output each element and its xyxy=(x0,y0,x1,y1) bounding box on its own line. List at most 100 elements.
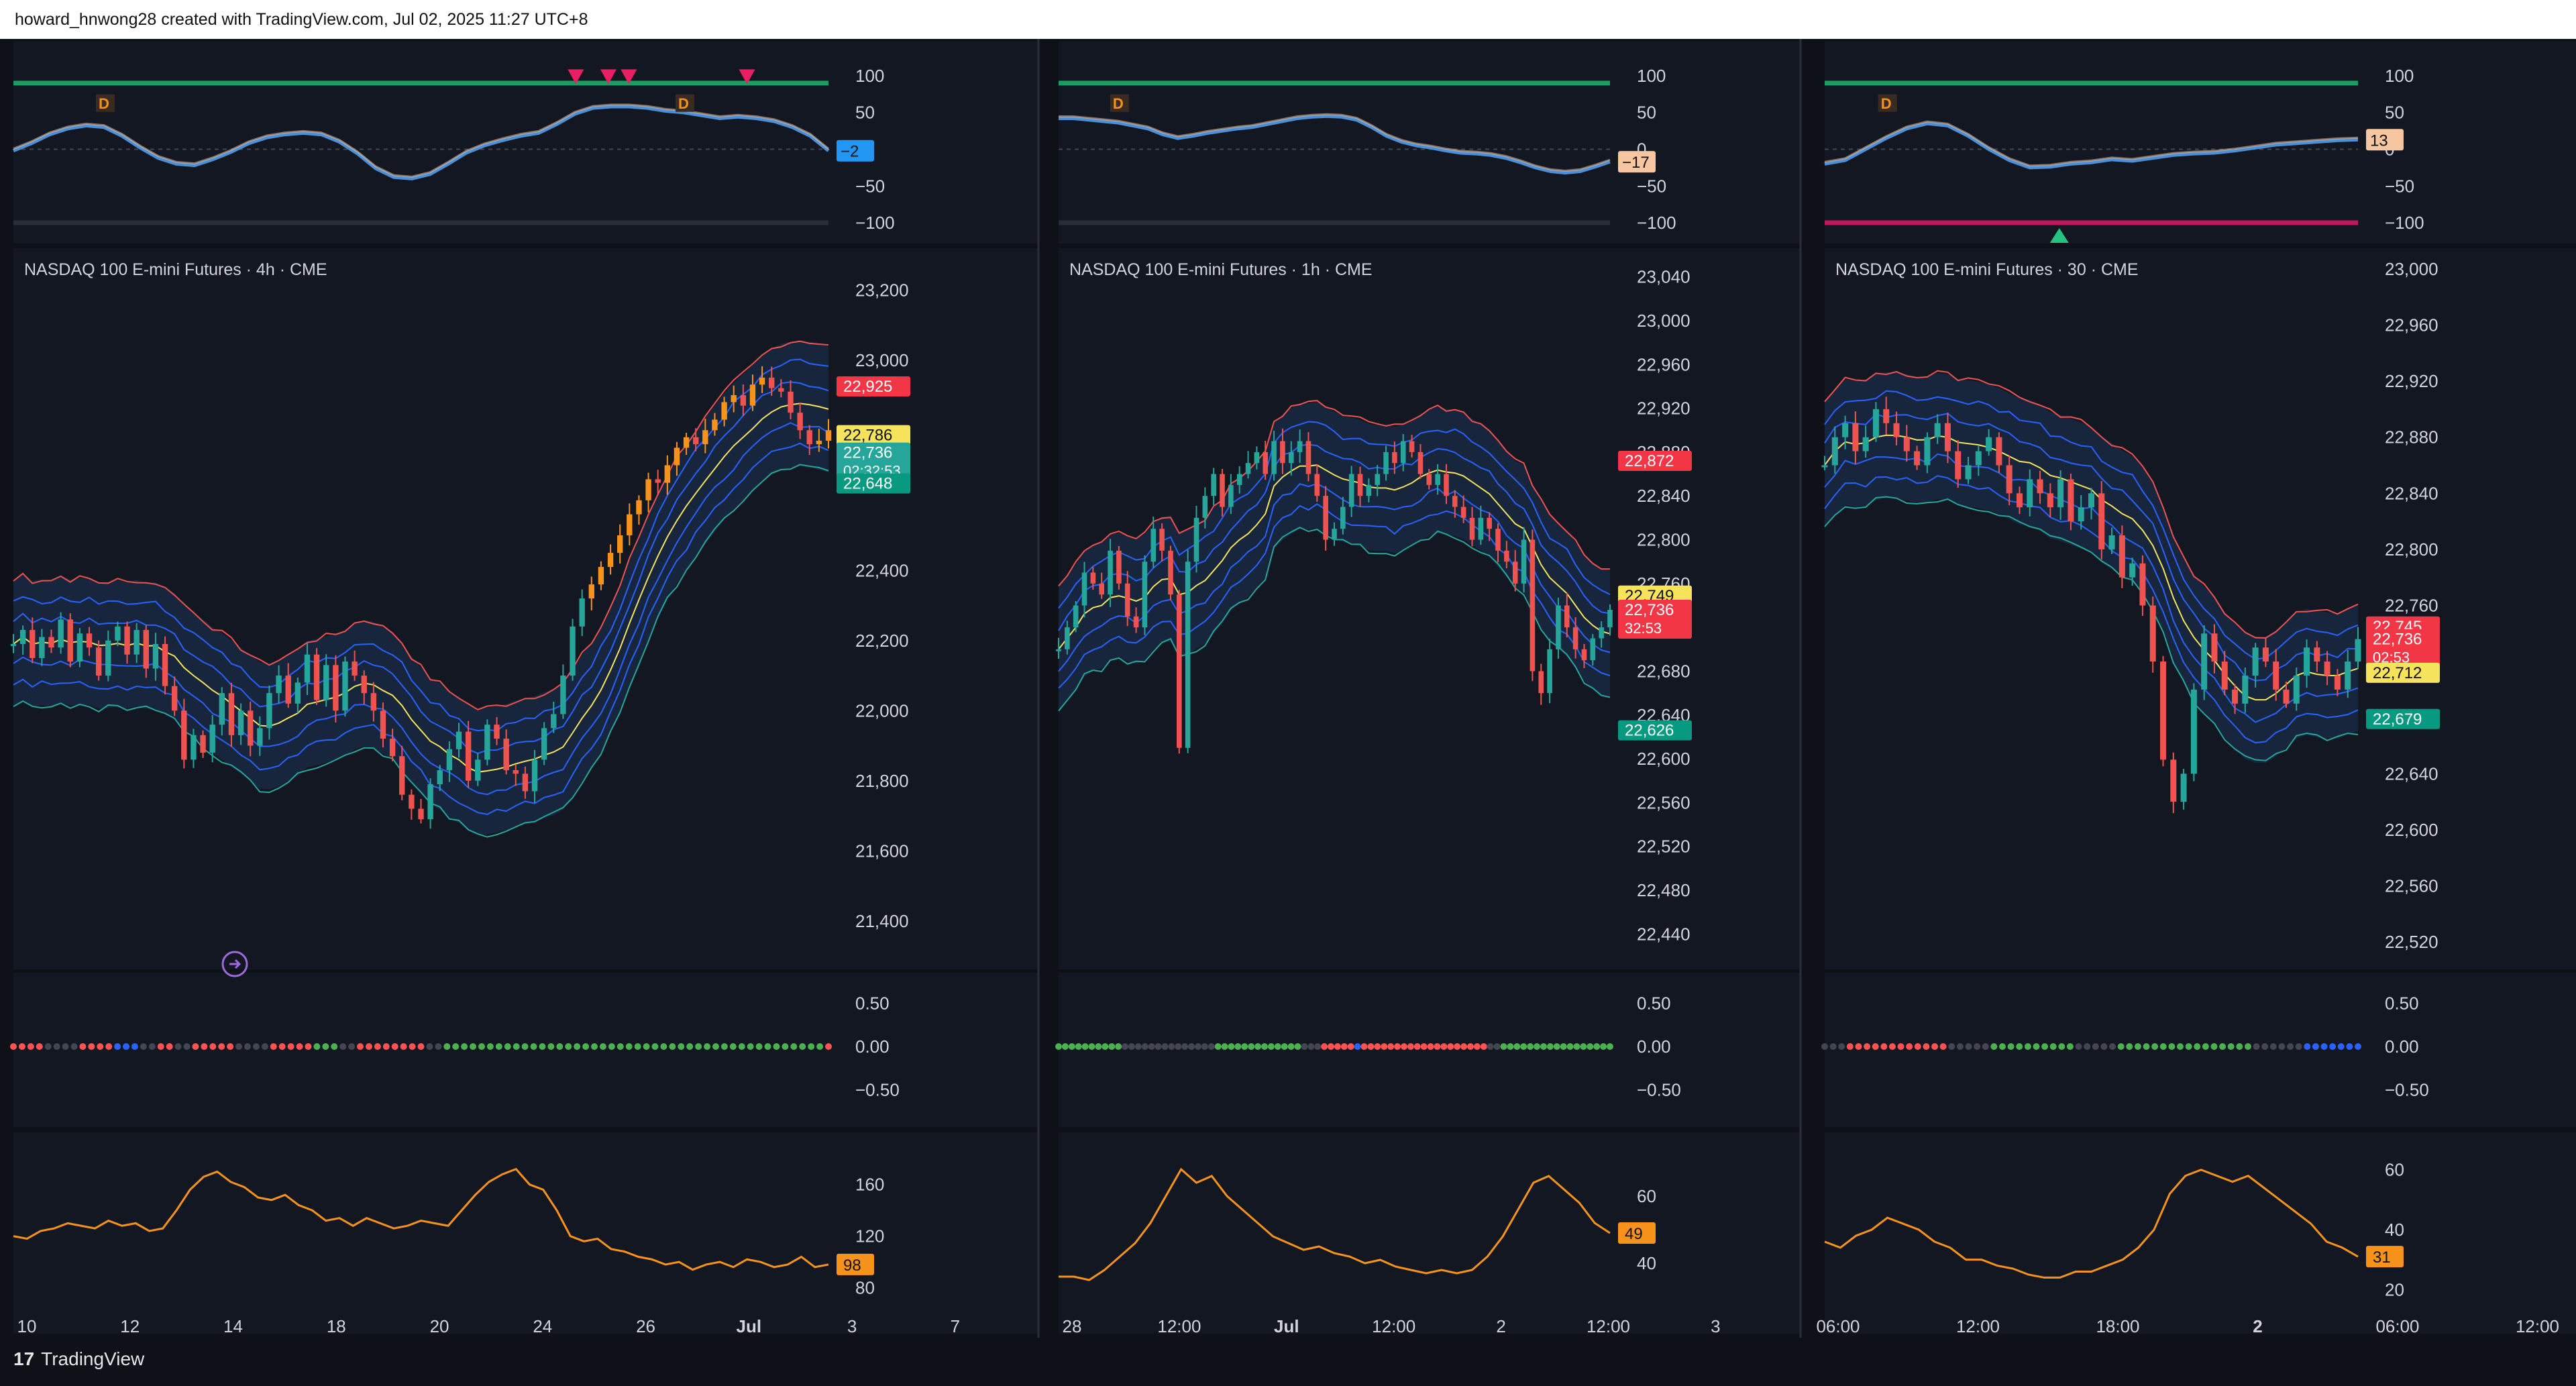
squeeze-dot xyxy=(97,1043,104,1050)
squeeze-dot xyxy=(1188,1043,1195,1050)
candle xyxy=(1392,441,1397,474)
osc-tick-label: 100 xyxy=(855,66,884,86)
candle xyxy=(1280,428,1285,474)
squeeze-dot xyxy=(1447,1043,1454,1050)
candle-body xyxy=(475,759,481,781)
x-tick-label: 20 xyxy=(430,1316,449,1336)
candle-body xyxy=(1893,423,1900,437)
price-tick-label: 22,440 xyxy=(1637,924,1690,944)
candle-body xyxy=(816,440,822,445)
candle-body xyxy=(1323,496,1328,540)
squeeze-dot xyxy=(88,1043,95,1050)
candle-body xyxy=(257,728,263,746)
squeeze-dot xyxy=(2033,1043,2040,1050)
candle-body xyxy=(1254,451,1260,464)
candle xyxy=(67,613,73,668)
candle-body xyxy=(2304,647,2310,676)
candle-body xyxy=(1056,649,1061,651)
squeeze-dot xyxy=(738,1043,745,1050)
candle-body xyxy=(1168,550,1173,595)
squeeze-dot xyxy=(1974,1043,1981,1050)
band-line xyxy=(1824,475,2359,744)
candle xyxy=(76,628,83,668)
candle xyxy=(2283,682,2290,708)
squeeze-dot xyxy=(504,1043,511,1050)
price-label-bg xyxy=(2366,629,2440,668)
squeeze-dot xyxy=(1321,1043,1328,1050)
squeeze-dot xyxy=(1982,1043,1989,1050)
pane-bg-price xyxy=(13,248,1038,969)
candle xyxy=(237,703,244,745)
tradingview-logo[interactable]: 17 TradingView xyxy=(13,1348,144,1370)
candle xyxy=(1245,451,1251,479)
candle xyxy=(2149,596,2156,673)
squeeze-dot xyxy=(478,1043,485,1050)
lower-tick-label: 60 xyxy=(2385,1160,2404,1180)
candle xyxy=(1348,466,1354,517)
squeeze-dot xyxy=(2007,1043,2015,1050)
charts-canvas[interactable]: 100 50 −50 −100 D D −2 NASDAQ 100 E-mini Future… xyxy=(0,39,2576,1338)
squeeze-dot xyxy=(1513,1043,1521,1050)
candle-body xyxy=(1280,441,1285,464)
osc-value-bg xyxy=(837,140,874,162)
candle xyxy=(1357,466,1363,507)
squeeze-dot xyxy=(1294,1043,1301,1050)
lower-line xyxy=(1059,1167,1611,1281)
squeeze-dot xyxy=(1607,1043,1613,1050)
candle-body xyxy=(1581,649,1587,661)
candle-body xyxy=(2190,689,2197,774)
squeeze-dot xyxy=(417,1043,425,1050)
band-line xyxy=(13,422,829,796)
squeeze-dot xyxy=(166,1043,173,1050)
lower-tick-label: 80 xyxy=(855,1278,875,1298)
candle-body xyxy=(1460,507,1466,518)
squeeze-dot xyxy=(2168,1043,2176,1050)
lower-value-bg xyxy=(2366,1246,2404,1268)
lower-value-bg xyxy=(837,1253,874,1275)
squeeze-dot xyxy=(1068,1043,1075,1050)
candle xyxy=(816,429,822,452)
band-line xyxy=(1058,443,1611,631)
osc-value-badge: −17 xyxy=(1618,151,1656,173)
candle xyxy=(266,685,272,740)
squeeze-dot xyxy=(443,1043,451,1050)
price-label-bg xyxy=(1618,600,1692,639)
x-tick-label: 12:00 xyxy=(2516,1316,2559,1336)
candle xyxy=(749,374,756,411)
candle xyxy=(2252,643,2259,688)
candle xyxy=(2129,557,2136,586)
candle xyxy=(503,729,509,775)
candle-body xyxy=(1375,474,1381,485)
squeeze-dot xyxy=(486,1043,494,1050)
x-tick-label: 3 xyxy=(1711,1316,1720,1336)
candle xyxy=(598,561,604,590)
osc-line xyxy=(1824,121,2359,170)
squeeze-dot xyxy=(348,1043,356,1050)
candle-body xyxy=(1185,562,1191,748)
squeeze-dot xyxy=(2041,1043,2049,1050)
osc-marker-D: D xyxy=(96,94,115,112)
squeeze-dot xyxy=(331,1043,338,1050)
squeeze-dot xyxy=(2337,1043,2345,1050)
candle xyxy=(2355,627,2361,669)
squeeze-dot xyxy=(1367,1043,1375,1050)
candle-body xyxy=(2057,479,2064,508)
squeeze-dot xyxy=(1427,1043,1434,1050)
candle xyxy=(1124,571,1130,627)
squeeze-dot xyxy=(1161,1043,1169,1050)
squeeze-dot xyxy=(2159,1043,2167,1050)
candle-body xyxy=(323,665,329,700)
candle xyxy=(427,778,433,829)
x-tick-label: 24 xyxy=(533,1316,552,1336)
candle xyxy=(2242,667,2249,713)
squeeze-dot xyxy=(591,1043,598,1050)
lower-tick-label: 40 xyxy=(2385,1220,2404,1240)
osc-signal-line xyxy=(1824,120,2359,167)
candle-body xyxy=(598,567,604,585)
candle xyxy=(2016,486,2023,515)
candle xyxy=(1452,490,1458,518)
squeeze-dot xyxy=(1095,1043,1102,1050)
squeeze-dot xyxy=(704,1043,711,1050)
squeeze-dot xyxy=(357,1043,364,1050)
